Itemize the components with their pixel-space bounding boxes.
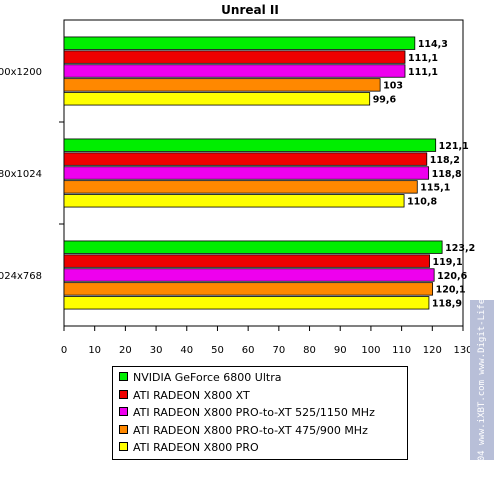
- bar: [63, 36, 416, 50]
- legend-swatch: [119, 389, 128, 399]
- legend-label: ATI RADEON X800 XT: [133, 388, 250, 402]
- legend-item: ATI RADEON X800 XT: [119, 388, 250, 404]
- chart: Unreal II 114,3 111,1 111,1 103 99,6 121,1 118…: [0, 3, 475, 356]
- value-label: 99,6: [373, 95, 397, 106]
- legend-item: ATI RADEON X800 PRO: [119, 440, 259, 456]
- value-label: 111,1: [408, 67, 438, 78]
- bar: [63, 296, 430, 310]
- x-tick-label: 70: [272, 345, 285, 356]
- x-tick-label: 30: [150, 345, 163, 356]
- legend-item: NVIDIA GeForce 6800 Ultra: [119, 370, 281, 386]
- bar: [63, 180, 418, 194]
- value-label: 119,1: [433, 257, 463, 268]
- legend-swatch: [119, 372, 128, 381]
- x-tick-label: 50: [211, 345, 224, 356]
- legend-swatch: [119, 442, 128, 451]
- bar: [63, 254, 430, 268]
- bar: [63, 194, 405, 208]
- bar: [63, 240, 443, 254]
- value-label: 110,8: [407, 197, 437, 208]
- watermark-text: © 2004 www.iXBT.com www.Digit-Life.com: [477, 277, 487, 483]
- x-tick-label: 100: [361, 345, 380, 356]
- value-label: 121,1: [439, 141, 469, 152]
- value-label: 123,2: [445, 243, 475, 254]
- x-tick-label: 10: [88, 345, 101, 356]
- legend: NVIDIA GeForce 6800 Ultra ATI RADEON X800…: [112, 366, 408, 460]
- legend-label: ATI RADEON X800 PRO-to-XT 475/900 MHz: [133, 423, 368, 437]
- watermark: © 2004 www.iXBT.com www.Digit-Life.com: [470, 277, 494, 483]
- bar: [63, 78, 381, 92]
- bar: [63, 282, 434, 296]
- bar: [63, 50, 406, 64]
- bar: [63, 268, 435, 282]
- bar: [63, 64, 406, 78]
- value-label: 120,1: [436, 285, 466, 296]
- value-label: 118,9: [432, 299, 462, 310]
- category-label: 1024x768: [0, 271, 42, 282]
- value-label: 114,3: [418, 39, 448, 50]
- category-label: 1280x1024: [0, 169, 42, 180]
- x-tick-label: 60: [242, 345, 255, 356]
- legend-label: NVIDIA GeForce 6800 Ultra: [133, 371, 282, 384]
- x-tick-label: 120: [423, 345, 442, 356]
- x-tick-label: 0: [61, 345, 67, 356]
- category-label: 1600x1200: [0, 67, 42, 78]
- legend-swatch: [119, 424, 128, 434]
- value-label: 115,1: [420, 183, 450, 194]
- x-tick-label: 80: [303, 345, 316, 356]
- x-tick-label: 20: [119, 345, 132, 356]
- x-tick-label: 90: [334, 345, 347, 356]
- legend-label: ATI RADEON X800 PRO-to-XT 525/1150 MHz: [133, 406, 375, 419]
- bar: [63, 166, 430, 180]
- value-label: 118,8: [432, 169, 462, 180]
- value-label: 103: [383, 81, 403, 92]
- chart-title: Unreal II: [221, 3, 279, 17]
- bar: [63, 138, 437, 152]
- x-tick-label: 130: [453, 345, 472, 356]
- legend-swatch: [119, 407, 128, 416]
- value-label: 111,1: [408, 53, 438, 64]
- value-label: 120,6: [437, 271, 467, 282]
- bar: [63, 92, 371, 106]
- bar: [63, 152, 428, 166]
- legend-item: ATI RADEON X800 PRO-to-XT 475/900 MHz: [119, 423, 368, 439]
- legend-label: ATI RADEON X800 PRO: [133, 441, 259, 454]
- x-tick-label: 110: [392, 345, 411, 356]
- value-label: 118,2: [430, 155, 460, 166]
- x-tick-label: 40: [180, 345, 193, 356]
- legend-item: ATI RADEON X800 PRO-to-XT 525/1150 MHz: [119, 405, 375, 421]
